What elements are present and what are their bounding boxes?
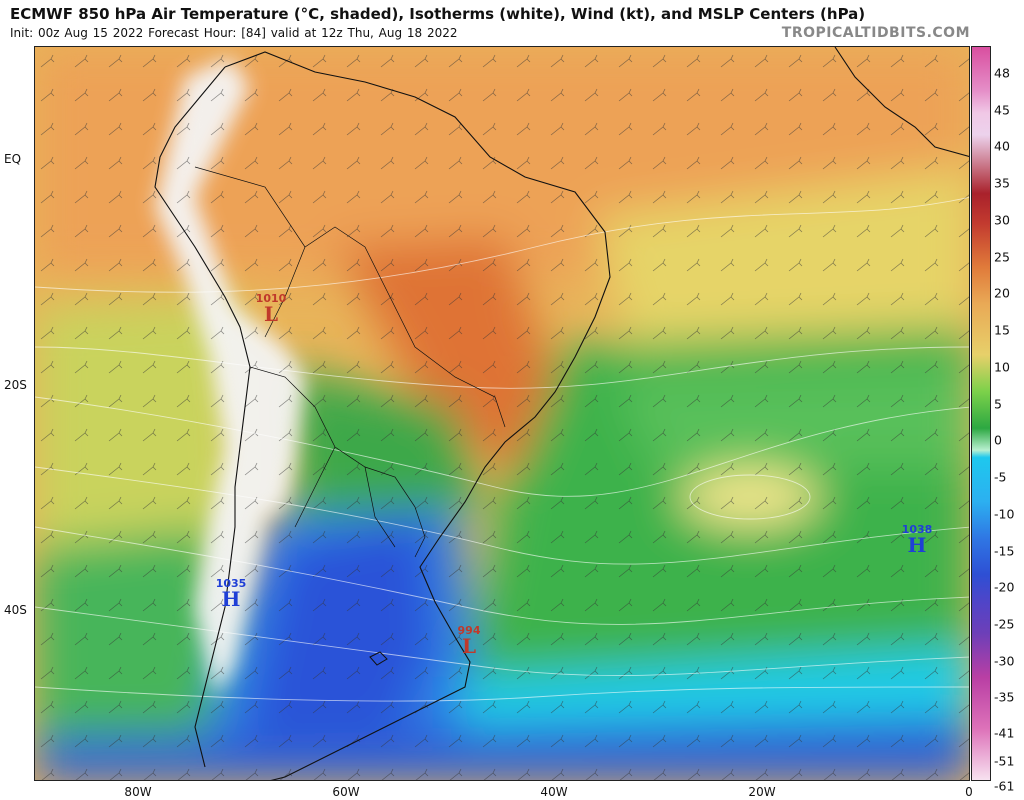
brand-watermark: TROPICALTIDBITS.COM [781, 25, 970, 41]
map-title: ECMWF 850 hPa Air Temperature (°C, shade… [10, 5, 866, 23]
colorbar-tick: -15 [994, 543, 1015, 559]
colorbar-tick: -61 [994, 778, 1015, 794]
colorbar-tick: -51 [994, 753, 1015, 769]
lon-label-20w: 20W [748, 785, 776, 799]
colorbar-tick: 45 [994, 102, 1010, 118]
lat-label-40s: 40S [4, 603, 27, 617]
lon-label-80w: 80W [124, 785, 152, 799]
colorbar-tick: 5 [994, 396, 1002, 412]
lon-label-60w: 60W [332, 785, 360, 799]
lat-label-20s: 20S [4, 378, 27, 392]
lon-label-40w: 40W [540, 785, 568, 799]
high-pressure-center-1038: 1038 H [901, 523, 933, 557]
low-pressure-center-994: 994 L [457, 624, 481, 658]
colorbar-tick: -35 [994, 689, 1015, 705]
colorbar-tick: 15 [994, 322, 1010, 338]
map-subtitle: Init: 00z Aug 15 2022 Forecast Hour: [84… [10, 26, 458, 40]
colorbar-tick: 20 [994, 285, 1010, 301]
colorbar-tick: 48 [994, 65, 1010, 81]
colorbar-tick: -5 [994, 469, 1007, 485]
colorbar-tick: -10 [994, 506, 1015, 522]
colorbar-tick: -20 [994, 579, 1015, 595]
colorbar-tick: -41 [994, 725, 1015, 741]
colorbar-tick: 40 [994, 138, 1010, 154]
lon-label-0: 0 [965, 785, 973, 799]
colorbar-tick: -30 [994, 653, 1015, 669]
colorbar-tick: 30 [994, 212, 1010, 228]
colorbar-tick: 25 [994, 249, 1010, 265]
temperature-colorbar [971, 46, 991, 781]
lat-label-eq: EQ [4, 152, 22, 166]
colorbar-tick: -25 [994, 616, 1015, 632]
high-pressure-center-1035: 1035 H [215, 577, 247, 611]
colorbar-tick: 35 [994, 175, 1010, 191]
temperature-map: 1010 L 1035 H 994 L 1038 H [34, 46, 970, 781]
low-pressure-center-1010: 1010 L [255, 292, 287, 326]
colorbar-tick: 0 [994, 432, 1002, 448]
colorbar-tick: 10 [994, 359, 1010, 375]
